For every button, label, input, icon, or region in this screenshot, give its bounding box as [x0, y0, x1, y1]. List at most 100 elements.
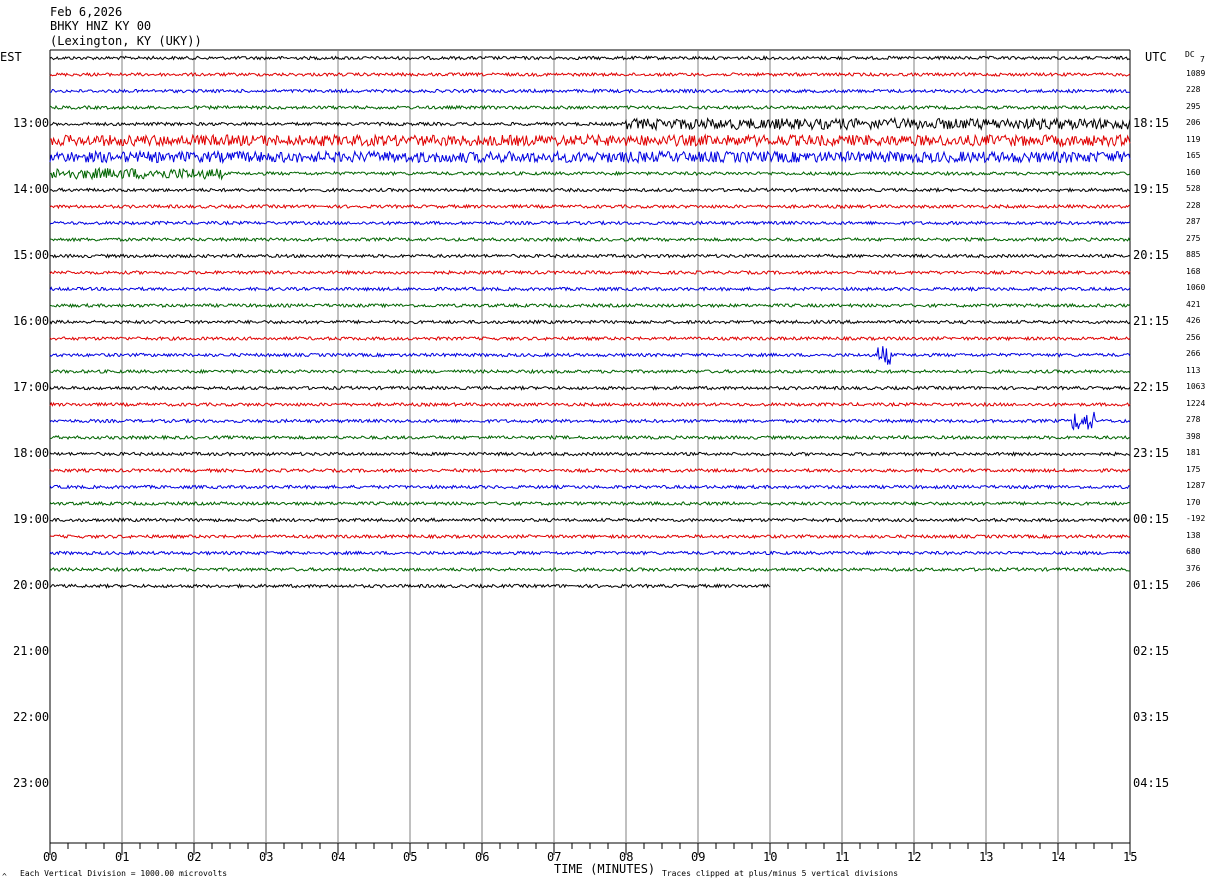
dc-offset-label: 1060	[1186, 283, 1206, 292]
x-tick-label: 15	[1123, 850, 1138, 864]
utc-zone-label: UTC	[1145, 50, 1167, 64]
dc-offset-label: 885	[1186, 250, 1201, 259]
x-tick-label: 09	[691, 850, 706, 864]
dc-offset-label: 1287	[1186, 481, 1206, 490]
utc-hour-label: 20:15	[1133, 248, 1170, 262]
est-hour-label: 16:00	[13, 314, 50, 328]
est-hour-label: 23:00	[13, 776, 50, 790]
x-tick-label: 13	[979, 850, 994, 864]
trace-line	[49, 335, 1131, 342]
trace-line	[49, 550, 1131, 556]
trace-line	[49, 220, 1131, 226]
trace-line	[49, 187, 1131, 193]
x-axis-title: TIME (MINUTES)	[554, 862, 656, 876]
utc-hour-label: 21:15	[1133, 314, 1170, 328]
trace-line	[49, 434, 1131, 441]
trace-line	[49, 269, 1131, 276]
trace-line	[49, 484, 1131, 490]
trace-line	[49, 88, 1131, 94]
trace-line	[49, 583, 771, 589]
utc-hour-label: 04:15	[1133, 776, 1170, 790]
x-tick-label: 02	[187, 850, 202, 864]
dc-offset-label: 287	[1186, 217, 1201, 226]
x-tick-label: 06	[475, 850, 490, 864]
trace-line	[49, 385, 1131, 391]
trace-line	[49, 253, 1131, 259]
trace-line	[49, 55, 1131, 61]
utc-hour-label: 01:15	[1133, 578, 1170, 592]
trace-line	[49, 500, 1131, 507]
trace-line	[49, 302, 1131, 309]
est-hour-label: 20:00	[13, 578, 50, 592]
trace-line	[49, 368, 1131, 375]
dc-offset-label: 275	[1186, 233, 1201, 243]
dc-offset-label: 421	[1186, 299, 1201, 309]
dc-offset-label: 398	[1186, 431, 1201, 441]
dc-offset-label: 228	[1186, 85, 1201, 94]
trace-line	[49, 346, 1131, 365]
dc-offset-label: 206	[1186, 580, 1201, 589]
est-hour-label: 19:00	[13, 512, 50, 526]
x-tick-label: 10	[763, 850, 778, 864]
trace-line	[49, 116, 1131, 132]
est-hour-label: 14:00	[13, 182, 50, 196]
dc-offset-label: 680	[1186, 547, 1201, 556]
utc-hour-label: 22:15	[1133, 380, 1170, 394]
trace-line	[49, 286, 1131, 292]
header-date: Feb 6,2026	[50, 5, 123, 19]
trace-line	[49, 319, 1131, 325]
trace-line	[49, 104, 1131, 111]
dc-offset-label: 266	[1186, 349, 1201, 358]
dc-offset-label: 376	[1186, 563, 1201, 573]
trace-line	[49, 133, 1131, 148]
trace-line	[49, 203, 1131, 210]
x-tick-label: 12	[907, 850, 922, 864]
trace-line	[49, 451, 1131, 457]
header-station: BHKY HNZ KY 00	[50, 19, 152, 33]
utc-hour-label: 23:15	[1133, 446, 1170, 460]
dc-offset-label: 168	[1186, 266, 1201, 276]
trace-line	[49, 566, 1131, 573]
dc-offset-label: 426	[1186, 316, 1201, 325]
x-tick-label: 11	[835, 850, 850, 864]
dc-offset-label: 228	[1186, 200, 1201, 210]
dc-offset-label: 165	[1186, 151, 1201, 160]
x-tick-label: 04	[331, 850, 346, 864]
scale-note: Each Vertical Division = 1000.00 microvo…	[20, 869, 228, 878]
x-tick-label: 01	[115, 850, 130, 864]
est-hour-label: 18:00	[13, 446, 50, 460]
utc-hour-label: 02:15	[1133, 644, 1170, 658]
x-tick-label: 14	[1051, 850, 1066, 864]
trace-line	[49, 149, 1131, 165]
est-zone-label: EST	[0, 50, 22, 64]
x-tick-label: 00	[43, 850, 58, 864]
trace-line	[49, 401, 1131, 408]
dc-top-value: 7	[1200, 55, 1205, 64]
dc-offset-label: 138	[1186, 530, 1201, 540]
x-tick-label: 07	[547, 850, 562, 864]
trace-line	[49, 71, 1131, 78]
dc-offset-label: 175	[1186, 464, 1201, 474]
dc-offset-label: 160	[1186, 167, 1201, 177]
trace-line	[49, 467, 1131, 474]
utc-hour-label: 18:15	[1133, 116, 1170, 130]
clip-note: Traces clipped at plus/minus 5 vertical …	[662, 869, 899, 878]
dc-offset-label: 113	[1186, 365, 1201, 375]
dc-offset-label: 206	[1186, 118, 1201, 127]
header-location: (Lexington, KY (UKY))	[50, 34, 202, 48]
x-tick-label: 05	[403, 850, 418, 864]
dc-offset-label: 295	[1186, 101, 1201, 111]
trace-line	[49, 517, 1131, 523]
utc-hour-label: 19:15	[1133, 182, 1170, 196]
est-hour-label: 17:00	[13, 380, 50, 394]
dc-offset-label: 119	[1186, 134, 1201, 144]
dc-offset-label: 181	[1186, 448, 1201, 457]
dc-offset-label: 278	[1186, 415, 1201, 424]
est-hour-label: 15:00	[13, 248, 50, 262]
dc-offset-label: 256	[1186, 332, 1201, 342]
dc-offset-label: 528	[1186, 184, 1201, 193]
x-tick-label: 08	[619, 850, 634, 864]
trace-line	[49, 411, 1131, 431]
trace-line	[49, 236, 1131, 243]
